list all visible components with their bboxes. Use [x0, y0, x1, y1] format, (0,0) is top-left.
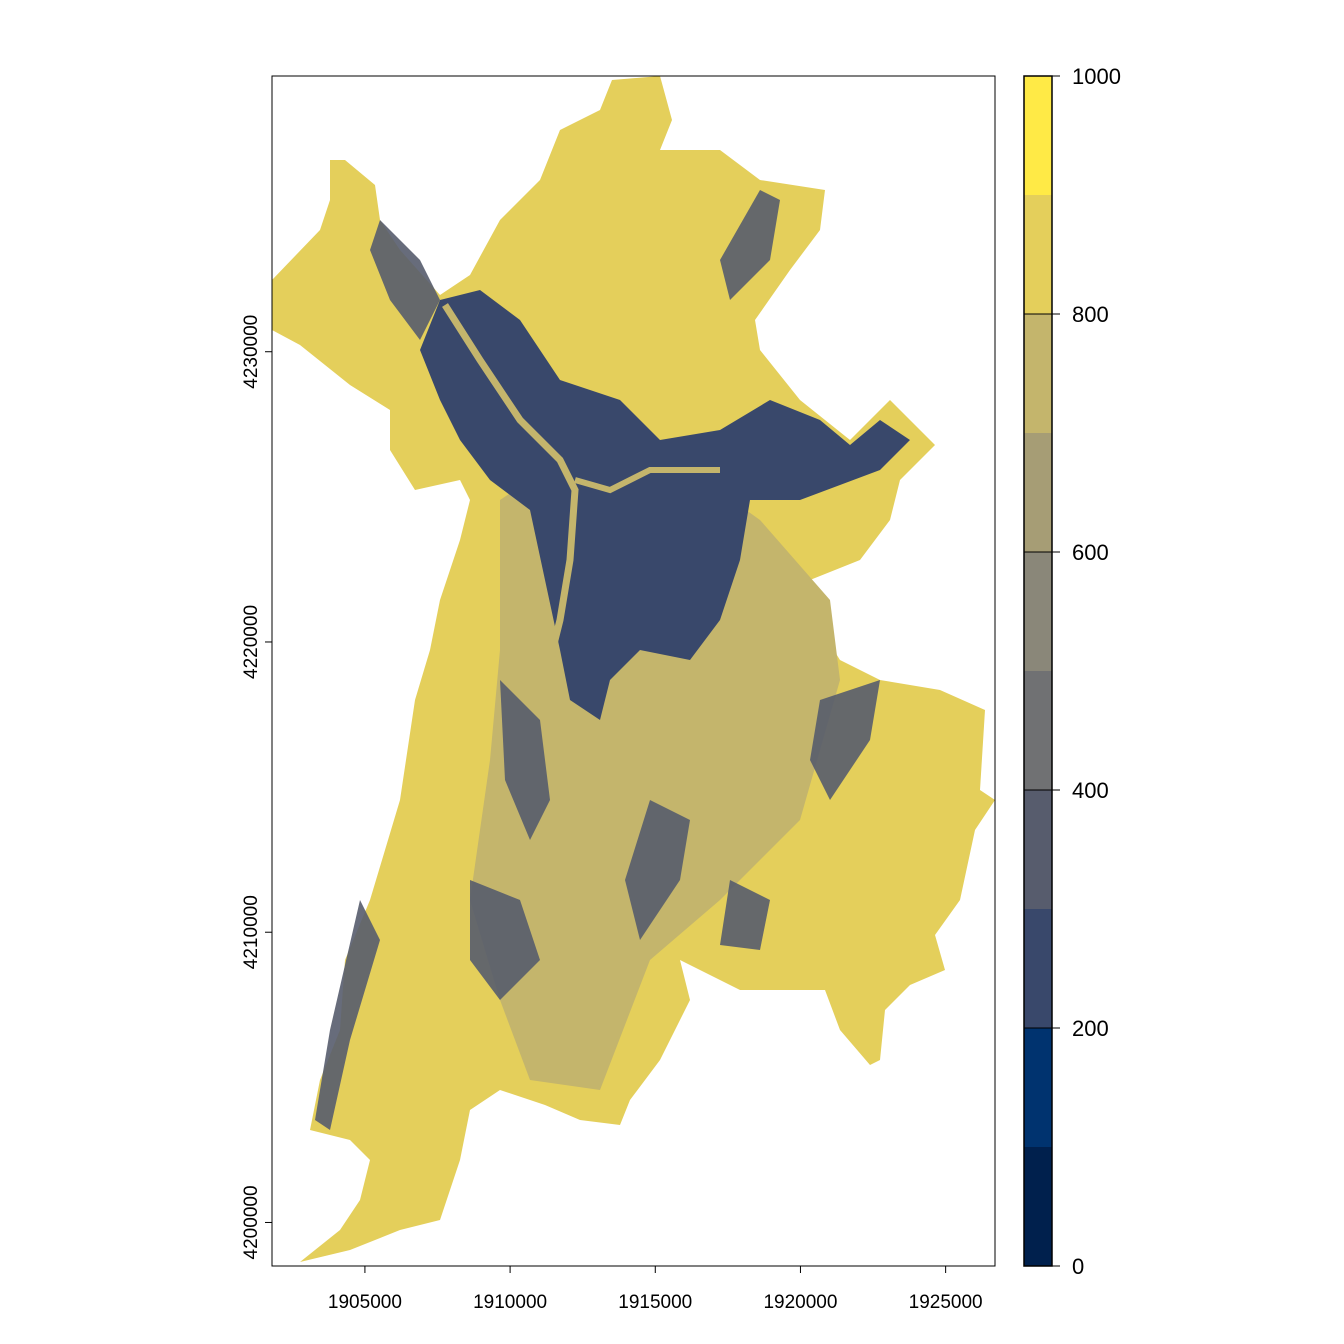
legend-swatch — [1024, 552, 1052, 671]
legend-swatch — [1024, 671, 1052, 790]
map-dark-patch — [315, 900, 380, 1130]
x-tick-label: 1925000 — [909, 1292, 983, 1313]
legend-swatch — [1024, 909, 1052, 1028]
color-legend: 0 200 400 600 800 1000 — [1023, 64, 1121, 1279]
map-river-branch — [574, 467, 720, 494]
map-urban-area — [420, 290, 910, 720]
map-dark-patch — [625, 800, 690, 940]
y-axis: 4200000 4210000 4220000 4230000 — [241, 315, 272, 1259]
legend-tick-label: 600 — [1072, 540, 1109, 565]
x-tick-label: 1905000 — [328, 1292, 402, 1313]
map-dark-patch — [470, 880, 540, 1000]
legend-tick-label: 200 — [1072, 1016, 1109, 1041]
raster-map — [272, 76, 995, 1262]
legend-swatch — [1024, 1028, 1052, 1147]
plot-frame — [271, 75, 996, 1267]
legend-swatch — [1024, 790, 1052, 909]
x-tick-label: 1915000 — [618, 1292, 692, 1313]
map-dark-patch — [370, 220, 440, 340]
legend-swatch — [1024, 1147, 1052, 1266]
legend-swatch — [1024, 314, 1052, 433]
map-dark-patch — [720, 190, 780, 300]
x-tick-label: 1910000 — [473, 1292, 547, 1313]
x-axis: 1905000 1910000 1915000 1920000 1925000 — [328, 1266, 983, 1313]
legend-swatch — [1024, 195, 1052, 314]
x-tick-label: 1920000 — [763, 1292, 837, 1313]
legend-tick-label: 400 — [1072, 778, 1109, 803]
legend-swatch — [1024, 433, 1052, 552]
legend-tick-label: 1000 — [1072, 64, 1121, 89]
map-dark-patch — [500, 680, 550, 840]
legend-tick-label: 0 — [1072, 1254, 1084, 1279]
y-tick-label: 4230000 — [241, 315, 262, 389]
legend-swatch — [1024, 76, 1052, 195]
y-tick-label: 4210000 — [241, 895, 262, 969]
map-dark-patch — [720, 880, 770, 950]
legend-tick-label: 800 — [1072, 302, 1109, 327]
y-tick-label: 4220000 — [241, 605, 262, 679]
y-tick-label: 4200000 — [241, 1185, 262, 1259]
map-dark-patch — [810, 680, 880, 800]
map-river — [442, 303, 579, 720]
